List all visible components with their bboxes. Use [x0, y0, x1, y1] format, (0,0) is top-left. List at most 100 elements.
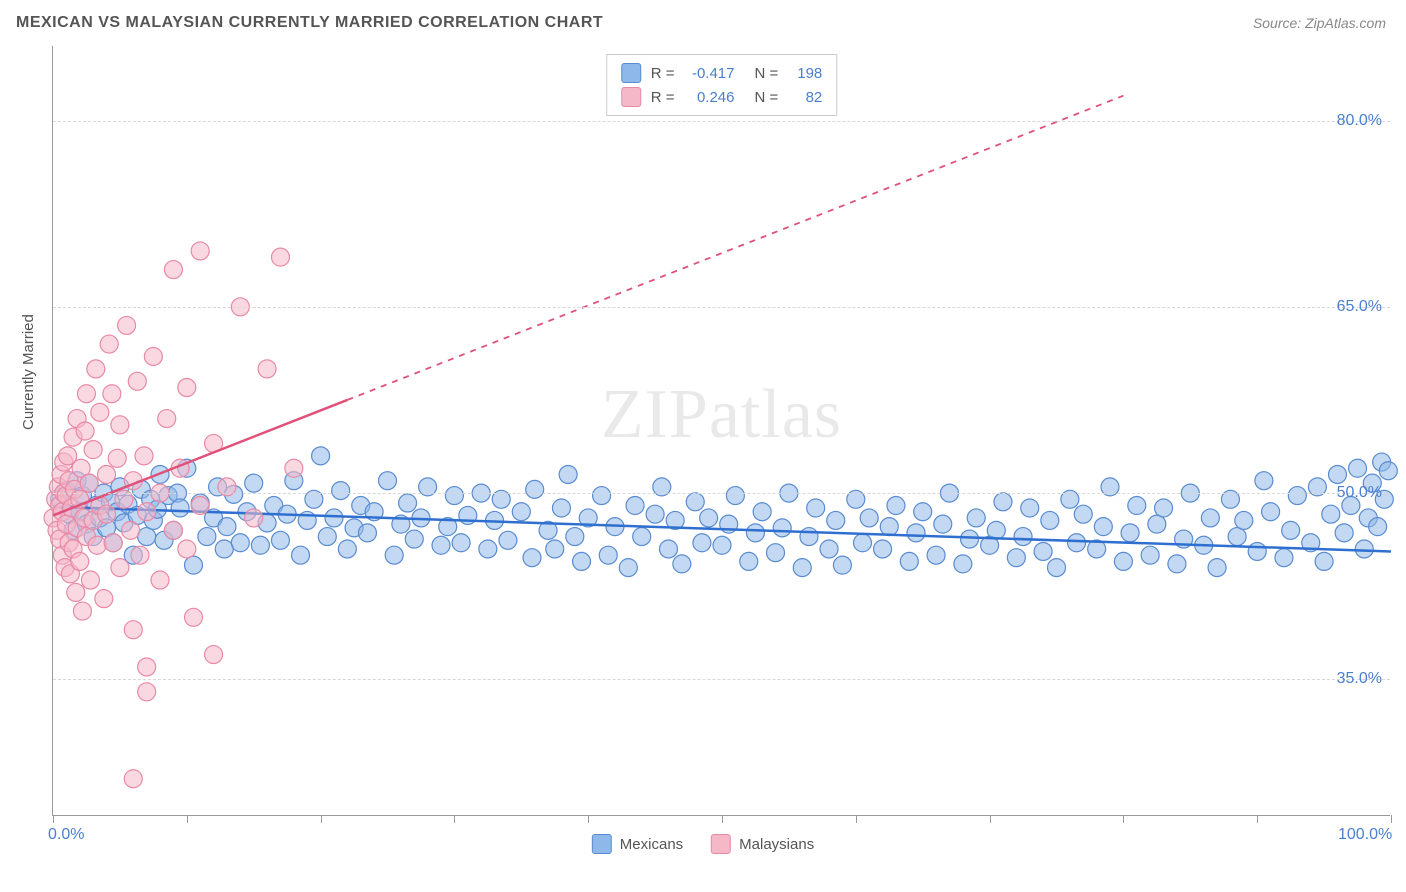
gridline — [53, 121, 1390, 122]
data-point — [934, 515, 952, 533]
data-point — [987, 521, 1005, 539]
legend-swatch — [621, 87, 641, 107]
legend-row: R = 0.246 N = 82 — [621, 85, 823, 109]
data-point — [164, 261, 182, 279]
x-tick — [454, 815, 455, 823]
data-point — [118, 316, 136, 334]
data-point — [499, 531, 517, 549]
data-point — [700, 509, 718, 527]
data-point — [358, 524, 376, 542]
data-point — [686, 493, 704, 511]
data-point — [1048, 559, 1066, 577]
data-point — [191, 242, 209, 260]
data-point — [1128, 497, 1146, 515]
data-point — [184, 556, 202, 574]
data-point — [124, 770, 142, 788]
data-point — [218, 518, 236, 536]
data-point — [122, 521, 140, 539]
data-point — [773, 519, 791, 537]
data-point — [927, 546, 945, 564]
data-point — [994, 493, 1012, 511]
y-tick-label: 50.0% — [1337, 484, 1382, 502]
data-point — [967, 509, 985, 527]
data-point — [325, 509, 343, 527]
data-point — [753, 503, 771, 521]
data-point — [746, 524, 764, 542]
data-point — [1114, 552, 1132, 570]
data-point — [1248, 542, 1266, 560]
data-point — [67, 583, 85, 601]
data-point — [1315, 552, 1333, 570]
data-point — [853, 534, 871, 552]
data-point — [573, 552, 591, 570]
data-point — [1355, 540, 1373, 558]
data-point — [111, 559, 129, 577]
data-point — [198, 528, 216, 546]
data-point — [526, 480, 544, 498]
data-point — [1262, 503, 1280, 521]
data-point — [405, 530, 423, 548]
data-point — [215, 540, 233, 558]
data-point — [552, 499, 570, 517]
data-point — [385, 546, 403, 564]
legend-r-label: R = — [651, 89, 675, 106]
data-point — [258, 360, 276, 378]
data-point — [1094, 518, 1112, 536]
data-point — [1155, 499, 1173, 517]
data-point — [1322, 505, 1340, 523]
series-legend: Mexicans Malaysians — [592, 834, 814, 854]
gridline — [53, 493, 1390, 494]
data-point — [1014, 528, 1032, 546]
data-point — [245, 474, 263, 492]
data-point — [81, 571, 99, 589]
data-point — [1369, 518, 1387, 536]
x-tick — [1391, 815, 1392, 823]
data-point — [399, 494, 417, 512]
x-tick — [321, 815, 322, 823]
data-point — [88, 536, 106, 554]
y-tick-label: 35.0% — [1337, 670, 1382, 688]
data-point — [1007, 549, 1025, 567]
data-point — [138, 658, 156, 676]
legend-r-value: 0.246 — [685, 89, 735, 106]
data-point — [907, 524, 925, 542]
gridline — [53, 307, 1390, 308]
legend-swatch — [592, 834, 612, 854]
data-point — [1148, 515, 1166, 533]
legend-swatch — [711, 834, 731, 854]
data-point — [100, 335, 118, 353]
data-point — [124, 621, 142, 639]
data-point — [87, 360, 105, 378]
data-point — [874, 540, 892, 558]
x-tick — [1257, 815, 1258, 823]
data-point — [546, 540, 564, 558]
data-point — [98, 465, 116, 483]
data-point — [80, 474, 98, 492]
legend-n-label: N = — [755, 89, 779, 106]
legend-item: Malaysians — [711, 834, 814, 854]
legend-swatch — [621, 63, 641, 83]
data-point — [312, 447, 330, 465]
data-point — [880, 518, 898, 536]
x-tick-label: 0.0% — [48, 826, 84, 844]
correlation-legend: R = -0.417 N = 198 R = 0.246 N = 82 — [606, 54, 838, 116]
legend-r-label: R = — [651, 65, 675, 82]
data-point — [479, 540, 497, 558]
data-point — [1201, 509, 1219, 527]
chart-area: ZIPatlas R = -0.417 N = 198 R = 0.246 N … — [52, 46, 1390, 816]
x-tick — [53, 815, 54, 823]
data-point — [104, 534, 122, 552]
data-point — [961, 530, 979, 548]
x-tick — [588, 815, 589, 823]
data-point — [726, 487, 744, 505]
legend-n-value: 82 — [788, 89, 822, 106]
data-point — [205, 646, 223, 664]
data-point — [1074, 505, 1092, 523]
plot-svg — [53, 46, 1390, 815]
data-point — [158, 410, 176, 428]
data-point — [76, 422, 94, 440]
data-point — [512, 503, 530, 521]
data-point — [713, 536, 731, 554]
data-point — [559, 465, 577, 483]
gridline — [53, 679, 1390, 680]
